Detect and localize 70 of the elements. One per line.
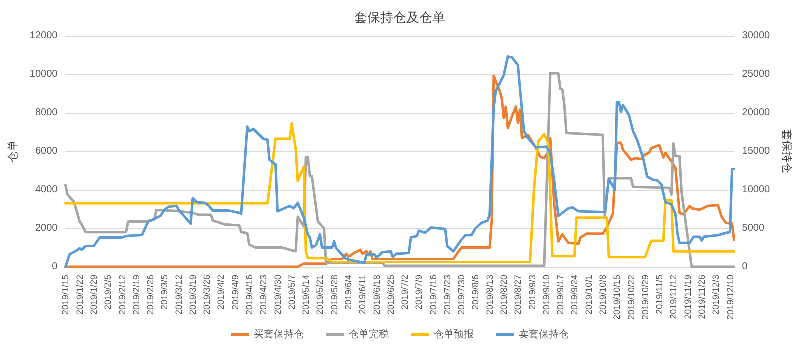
x-tick-label: 2019/12/10 <box>725 275 736 320</box>
x-tick-label: 2019/7/30 <box>456 275 467 316</box>
x-tick-label: 2019/6/18 <box>372 275 382 316</box>
y-tick-label: 0 <box>52 262 58 272</box>
x-tick-label: 2019/7/16 <box>428 275 438 316</box>
legend-label: 仓单预报 <box>434 328 474 340</box>
x-tick-label: 2019/10/22 <box>626 275 636 320</box>
x-tick-label: 2019/4/16 <box>244 275 255 316</box>
x-tick-label: 2019/11/5 <box>654 275 665 314</box>
x-tick-label: 2019/9/10 <box>541 275 552 316</box>
x-tick-label: 2019/10/8 <box>598 275 608 316</box>
x-tick-label: 2019/4/9 <box>230 275 240 310</box>
x-tick-label: 2019/2/12 <box>117 275 128 316</box>
y-tick-label: 10000 <box>30 69 58 80</box>
x-tick-label: 2019/6/11 <box>358 275 368 314</box>
y2-tick-label: 10000 <box>742 184 771 196</box>
x-tick-label: 2019/5/21 <box>315 275 326 316</box>
x-tick-label: 2019/5/14 <box>301 275 312 316</box>
x-tick-label: 2019/6/25 <box>386 275 396 316</box>
y2-tick-label: 20000 <box>742 108 771 118</box>
x-tick-label: 2019/3/26 <box>202 275 212 316</box>
x-tick-label: 2019/10/29 <box>640 275 650 320</box>
line-series <box>64 122 736 264</box>
y2-tick-label: 30000 <box>742 30 771 42</box>
x-tick-label: 2019/1/22 <box>74 275 85 316</box>
legend-label: 卖套保持仓 <box>519 328 569 340</box>
y2-tick-label: 15000 <box>742 146 771 157</box>
x-tick-label: 2019/6/4 <box>343 275 354 310</box>
x-tick-label: 2019/8/27 <box>513 275 524 316</box>
chart-title: 套保持仓及仓单 <box>354 10 446 25</box>
y2-tick-label: 25000 <box>742 69 771 80</box>
x-tick-label: 2019/9/24 <box>570 275 580 316</box>
x-tick-label: 2019/5/7 <box>286 275 297 310</box>
y2-axis-title: 套保持仓 <box>780 130 792 174</box>
x-tick-label: 2019/11/19 <box>682 275 693 320</box>
y-axis-title: 仓单 <box>6 140 20 162</box>
x-tick-label: 2019/4/2 <box>216 275 226 310</box>
x-tick-label: 2019/2/26 <box>146 275 156 316</box>
y-tick-label: 8000 <box>35 108 58 118</box>
y-tick-label: 4000 <box>35 184 58 196</box>
x-tick-label: 2019/9/17 <box>556 275 566 316</box>
y-tick-label: 2000 <box>35 223 58 234</box>
y2-tick-label: 5000 <box>742 223 765 234</box>
x-tick-label: 2019/9/3 <box>527 275 538 310</box>
legend-label: 买套保持仓 <box>254 328 304 340</box>
x-tick-label: 2019/4/23 <box>258 275 269 316</box>
x-tick-label: 2019/12/3 <box>711 275 722 316</box>
y2-tick-label: 0 <box>742 262 748 272</box>
x-tick-label: 2019/8/6 <box>470 275 481 310</box>
x-tick-label: 2019/10/15 <box>612 275 622 320</box>
x-tick-label: 2019/1/29 <box>88 275 99 316</box>
x-tick-label: 2019/4/30 <box>272 275 283 316</box>
x-tick-label: 2019/3/12 <box>174 275 184 316</box>
x-tick-label: 2019/2/19 <box>131 275 142 316</box>
x-tick-label: 2019/8/13 <box>484 275 495 316</box>
x-tick-label: 2019/7/2 <box>400 275 410 310</box>
y-tick-label: 6000 <box>35 146 58 157</box>
x-tick-label: 2019/5/28 <box>329 275 340 316</box>
x-tick-label: 2019/3/5 <box>160 275 170 310</box>
x-tick-label: 2019/3/19 <box>188 275 198 316</box>
x-tick-label: 2019/7/23 <box>442 275 452 316</box>
x-tick-label: 2019/7/9 <box>414 275 424 310</box>
x-tick-label: 2019/1/15 <box>60 275 71 316</box>
x-tick-label: 2019/2/5 <box>103 275 114 310</box>
x-tick-label: 2019/11/12 <box>668 275 679 320</box>
legend-label: 仓单完税 <box>349 328 389 340</box>
x-tick-label: 2019/10/1 <box>584 275 594 316</box>
x-tick-label: 2019/11/26 <box>696 275 707 320</box>
y-tick-label: 12000 <box>30 30 58 42</box>
x-tick-label: 2019/8/20 <box>499 275 510 316</box>
